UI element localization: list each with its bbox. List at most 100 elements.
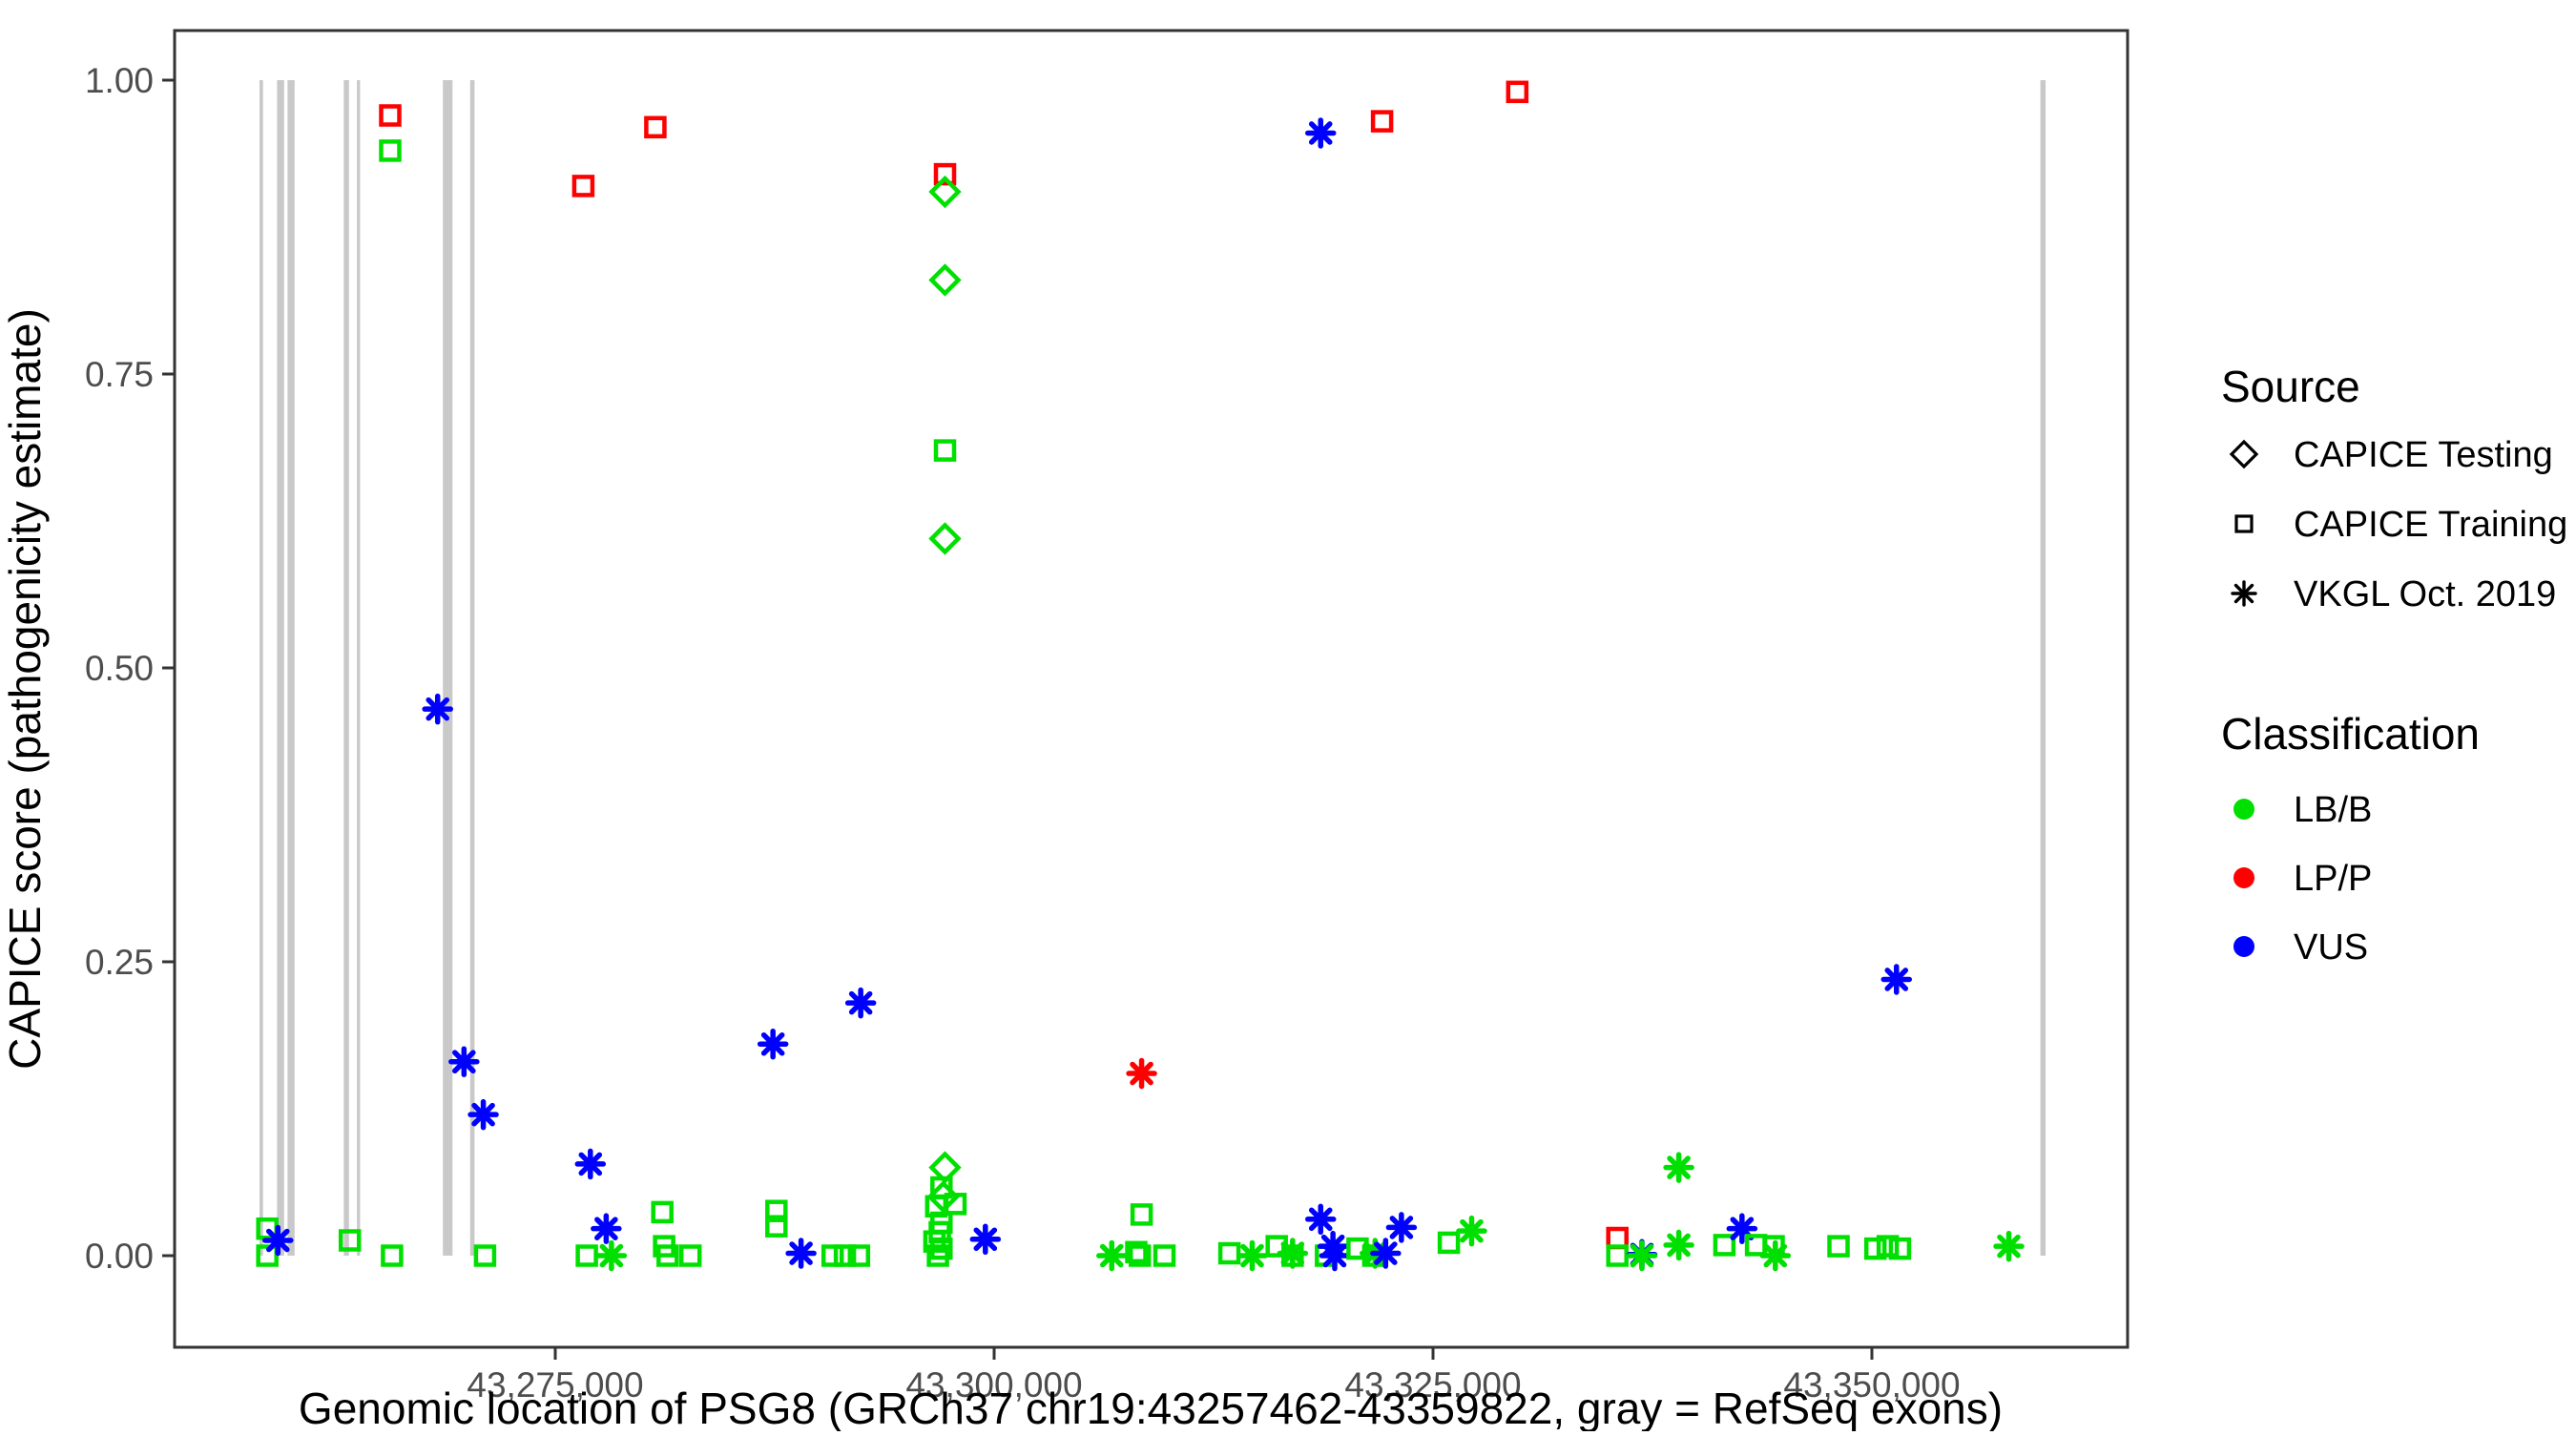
legend-item-capice-training: CAPICE Training xyxy=(2234,505,2567,545)
data-point-marker xyxy=(1370,1238,1402,1269)
y-axis-tick-label: 0.00 xyxy=(85,1237,154,1276)
y-axis-title: CAPICE score (pathogenicity estimate) xyxy=(0,308,50,1070)
legend-item-label: VKGL Oct. 2019 xyxy=(2294,574,2556,614)
data-point-marker xyxy=(448,1046,480,1077)
legend-item-label: CAPICE Testing xyxy=(2294,435,2553,475)
data-point-marker xyxy=(1126,1057,1157,1090)
data-point-marker xyxy=(574,1148,607,1180)
data-point-marker xyxy=(1153,1244,1176,1267)
data-point-marker xyxy=(591,1213,622,1244)
refseq-exon-bar xyxy=(287,80,295,1256)
data-point-marker xyxy=(379,139,402,162)
data-point-marker xyxy=(575,1244,598,1267)
data-point-marker xyxy=(969,1223,1002,1256)
x-axis-tick-label: 43,350,000 xyxy=(1783,1365,1960,1405)
data-point-marker xyxy=(467,1098,499,1131)
data-point-marker xyxy=(595,1239,628,1272)
data-point-marker xyxy=(1304,1203,1337,1236)
diamond-icon xyxy=(2229,439,2259,469)
data-point-marker xyxy=(256,1244,279,1267)
data-point-marker xyxy=(571,175,595,198)
legend-source-title: Source xyxy=(2221,362,2360,411)
data-point-marker xyxy=(928,263,962,297)
data-points xyxy=(256,80,2025,1272)
x-axis-title: Genomic location of PSG8 (GRCh37 chr19:4… xyxy=(299,1384,2003,1431)
legend-classification: Classification LB/B LP/P VUS xyxy=(2221,709,2480,968)
data-point-marker xyxy=(1663,1229,1694,1261)
data-point-marker xyxy=(785,1238,817,1269)
data-point-marker xyxy=(1876,1235,1900,1258)
legend-item-vkgl: VKGL Oct. 2019 xyxy=(2231,574,2556,614)
data-point-marker xyxy=(944,1193,967,1216)
data-point-marker xyxy=(833,1244,857,1267)
data-point-marker xyxy=(926,1244,949,1267)
data-point-marker xyxy=(1663,1152,1694,1183)
refseq-exon-bar xyxy=(260,80,263,1256)
data-point-marker xyxy=(338,1229,362,1252)
data-point-marker xyxy=(1319,1239,1351,1272)
data-point-marker xyxy=(928,175,962,209)
x-axis-tick-label: 43,325,000 xyxy=(1344,1365,1521,1405)
x-axis: 43,275,000 43,300,000 43,325,000 43,350,000 xyxy=(467,1347,1961,1405)
refseq-exon-bars xyxy=(260,80,2046,1256)
data-point-marker xyxy=(1437,1231,1461,1255)
data-point-marker xyxy=(1236,1239,1268,1272)
data-point-marker xyxy=(1130,1203,1153,1226)
data-point-marker xyxy=(1993,1230,2025,1262)
x-axis-tick-label: 43,275,000 xyxy=(467,1365,643,1405)
lpp-color-dot-icon xyxy=(2233,867,2254,888)
refseq-exon-bar xyxy=(469,80,475,1256)
data-point-marker xyxy=(1456,1215,1487,1247)
data-point-marker xyxy=(757,1028,789,1060)
refseq-exon-bar xyxy=(443,80,453,1256)
legend-item-label: LP/P xyxy=(2294,859,2372,899)
y-axis-tick-label: 1.00 xyxy=(85,61,154,100)
legend-item-lbb: LB/B xyxy=(2233,790,2372,830)
data-point-marker xyxy=(1713,1234,1736,1257)
refseq-exon-bar xyxy=(343,80,349,1256)
refseq-exon-bar xyxy=(357,80,361,1256)
legend-item-capice-testing: CAPICE Testing xyxy=(2229,435,2553,475)
legend-classification-title: Classification xyxy=(2221,709,2480,759)
square-icon xyxy=(2234,514,2254,533)
data-point-marker xyxy=(1863,1237,1887,1260)
data-point-marker xyxy=(473,1244,497,1267)
legend-item-label: LB/B xyxy=(2294,790,2372,830)
y-axis-tick-label: 0.50 xyxy=(85,649,154,688)
data-point-marker xyxy=(1385,1212,1418,1243)
plot-panel-background xyxy=(175,31,2128,1347)
legend-item-vus: VUS xyxy=(2233,927,2368,968)
data-point-marker xyxy=(644,115,667,139)
y-axis-tick-label: 0.75 xyxy=(85,355,154,394)
data-point-marker xyxy=(1880,964,1913,995)
data-point-marker xyxy=(765,1199,788,1222)
legend-item-label: VUS xyxy=(2294,927,2368,968)
data-point-marker xyxy=(656,1244,679,1267)
data-point-marker xyxy=(422,693,453,725)
x-axis-tick-label: 43,300,000 xyxy=(905,1365,1082,1405)
data-point-marker xyxy=(821,1244,844,1267)
data-point-marker xyxy=(847,1244,871,1267)
data-point-marker xyxy=(1827,1235,1850,1258)
refseq-exon-bar xyxy=(2040,80,2046,1256)
data-point-marker xyxy=(1888,1237,1912,1260)
vus-color-dot-icon xyxy=(2233,936,2254,957)
data-point-marker xyxy=(1370,110,1394,133)
data-point-marker xyxy=(262,1224,294,1257)
data-point-marker xyxy=(1626,1239,1658,1272)
y-axis: 0.00 0.25 0.50 0.75 1.00 xyxy=(85,61,175,1276)
data-point-marker xyxy=(678,1244,702,1267)
legend-item-label: CAPICE Training xyxy=(2294,505,2567,545)
legend-source: Source CAPICE Testing CAPICE Training VK… xyxy=(2221,362,2567,614)
legend-item-lpp: LP/P xyxy=(2233,859,2372,899)
data-point-marker xyxy=(1125,1240,1148,1264)
data-point-marker xyxy=(844,987,877,1019)
data-point-marker xyxy=(381,1244,404,1267)
data-point-marker xyxy=(1759,1239,1792,1272)
data-point-marker xyxy=(928,522,962,555)
data-point-marker xyxy=(379,104,402,127)
asterisk-icon xyxy=(2231,580,2257,607)
lbb-color-dot-icon xyxy=(2233,799,2254,820)
